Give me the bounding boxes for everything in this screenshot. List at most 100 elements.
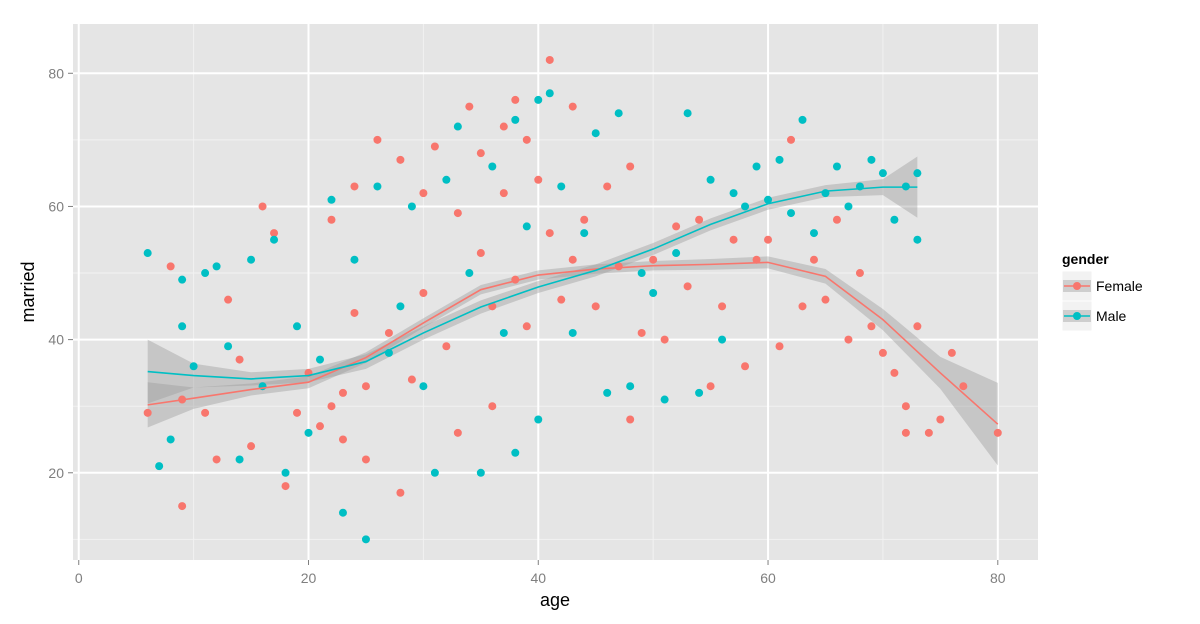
data-point-male [534, 95, 543, 104]
x-axis-title: age [540, 590, 570, 610]
data-point-female [844, 335, 853, 344]
data-point-female [580, 215, 589, 224]
confidence-bands [147, 156, 998, 466]
x-tick-label: 20 [301, 570, 317, 586]
data-point-female [166, 262, 175, 271]
data-point-female [649, 255, 658, 264]
data-point-male [764, 195, 773, 204]
data-point-female [419, 288, 428, 297]
data-point-female [350, 308, 359, 317]
data-point-male [637, 269, 646, 278]
data-point-female [603, 182, 612, 191]
data-point-female [626, 162, 635, 171]
data-point-female [591, 302, 600, 311]
data-point-female [453, 428, 462, 437]
data-point-male [775, 155, 784, 164]
x-tick-label: 80 [990, 570, 1006, 586]
data-point-female [637, 328, 646, 337]
data-point-female [327, 402, 336, 411]
confidence-band-male [147, 156, 918, 404]
data-point-female [626, 415, 635, 424]
data-point-female [798, 302, 807, 311]
data-point-female [465, 102, 474, 111]
y-tick-label: 40 [48, 332, 64, 348]
data-point-male [568, 328, 577, 337]
data-point-male [660, 395, 669, 404]
data-point-male [511, 448, 520, 457]
y-axis-ticks: 20 40 60 80 [48, 65, 73, 481]
data-point-female [212, 455, 221, 464]
data-point-male [809, 229, 818, 238]
data-point-male [787, 209, 796, 218]
data-point-male [706, 175, 715, 184]
data-point-female [901, 402, 910, 411]
data-point-female [534, 175, 543, 184]
data-point-male [534, 415, 543, 424]
data-point-female [855, 269, 864, 278]
data-point-female [281, 482, 290, 491]
data-point-female [764, 235, 773, 244]
x-axis-ticks: 0 20 40 60 80 [75, 560, 1006, 586]
data-point-female [499, 122, 508, 131]
data-point-male [729, 189, 738, 198]
data-point-female [407, 375, 416, 384]
x-tick-label: 0 [75, 570, 83, 586]
data-point-male [178, 322, 187, 331]
data-point-male [580, 229, 589, 238]
data-point-female [832, 215, 841, 224]
data-point-female [924, 428, 933, 437]
data-point-male [695, 388, 704, 397]
data-point-male [890, 215, 899, 224]
data-point-male [476, 468, 485, 477]
data-point-male [235, 455, 244, 464]
plot-panel [73, 24, 1038, 560]
data-point-female [993, 428, 1002, 437]
legend-key-point [1073, 312, 1081, 320]
data-point-female [660, 335, 669, 344]
y-tick-label: 60 [48, 198, 64, 214]
data-point-male [166, 435, 175, 444]
smooth-line-female [147, 261, 999, 425]
data-point-female [476, 249, 485, 258]
data-point-female [672, 222, 681, 231]
data-point-female [901, 428, 910, 437]
data-point-male [247, 255, 256, 264]
data-point-female [959, 382, 968, 391]
data-point-male [752, 162, 761, 171]
data-point-female [890, 368, 899, 377]
data-point-female [913, 322, 922, 331]
data-point-male [143, 249, 152, 258]
data-point-female [683, 282, 692, 291]
data-point-male [913, 169, 922, 178]
data-point-male [591, 129, 600, 138]
data-point-male [603, 388, 612, 397]
y-axis-title: married [18, 261, 38, 322]
data-point-female [718, 302, 727, 311]
data-point-female [384, 328, 393, 337]
data-point-male [557, 182, 566, 191]
data-point-female [430, 142, 439, 151]
legend-label-male: Male [1096, 308, 1127, 324]
data-point-female [522, 322, 531, 331]
major-gridlines [73, 24, 1038, 560]
data-point-male [453, 122, 462, 131]
data-point-female [545, 55, 554, 64]
data-point-male [407, 202, 416, 211]
data-point-male [511, 115, 520, 124]
y-tick-label: 20 [48, 465, 64, 481]
data-point-female [315, 422, 324, 431]
data-point-female [476, 149, 485, 158]
data-point-female [787, 135, 796, 144]
data-point-male [430, 468, 439, 477]
data-point-male [832, 162, 841, 171]
data-point-male [419, 382, 428, 391]
data-point-female [511, 95, 520, 104]
data-point-female [178, 502, 187, 511]
data-point-male [878, 169, 887, 178]
smooth-line-male [147, 186, 918, 380]
data-point-male [683, 109, 692, 118]
data-point-female [821, 295, 830, 304]
data-point-male [327, 195, 336, 204]
data-point-female [775, 342, 784, 351]
